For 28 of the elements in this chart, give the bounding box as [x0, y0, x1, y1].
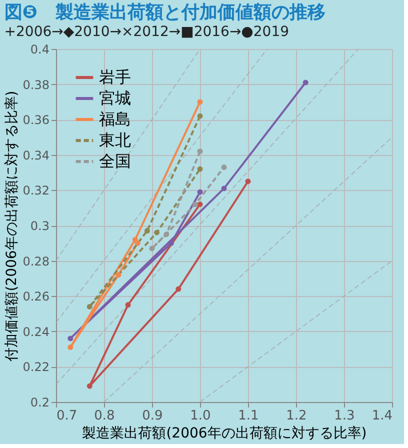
- legend-label: 福島: [99, 110, 131, 128]
- y-tick-label: 0.22: [22, 360, 50, 374]
- x-tick-label: 0.7: [56, 408, 78, 424]
- legend-label: 東北: [99, 130, 131, 150]
- legend-label: 岩手: [99, 68, 131, 86]
- y-tick-label: 0.34: [22, 148, 50, 162]
- x-tick-label: 1.2: [286, 408, 307, 424]
- y-tick-label: 0.38: [22, 78, 50, 92]
- x-axis-title: 製造業出荷額(2006年の出荷額に対する比率): [82, 426, 367, 442]
- chart-subtitle: +2006→◆2010→×2012→■2016→●2019: [4, 24, 290, 40]
- x-tick-label: 1.3: [334, 408, 355, 424]
- y-tick-label: 0.3: [30, 219, 50, 233]
- y-tick-label: 0.36: [22, 113, 50, 128]
- y-tick-label: 0.28: [22, 254, 50, 268]
- x-tick-label: 1.4: [372, 408, 392, 424]
- x-tick-label: 0.9: [142, 408, 163, 424]
- x-tick-label: 1.0: [190, 408, 211, 424]
- y-tick-label: 0.26: [22, 290, 50, 304]
- x-tick-label: 0.8: [94, 408, 115, 424]
- legend-label: 全国: [99, 152, 131, 170]
- x-tick-label: 1.1: [238, 408, 259, 424]
- y-tick-label: 0.2: [30, 396, 50, 410]
- y-axis-title: 付加価値額(2006年の出荷額に対する比率): [4, 90, 20, 362]
- y-tick-label: 0.24: [22, 324, 50, 339]
- y-tick-label: 0.4: [30, 42, 50, 56]
- chart-title: 図❺ 製造業出荷額と付加価値額の推移: [4, 2, 326, 23]
- legend-label: 宮城: [99, 88, 131, 108]
- y-tick-label: 0.32: [22, 184, 50, 198]
